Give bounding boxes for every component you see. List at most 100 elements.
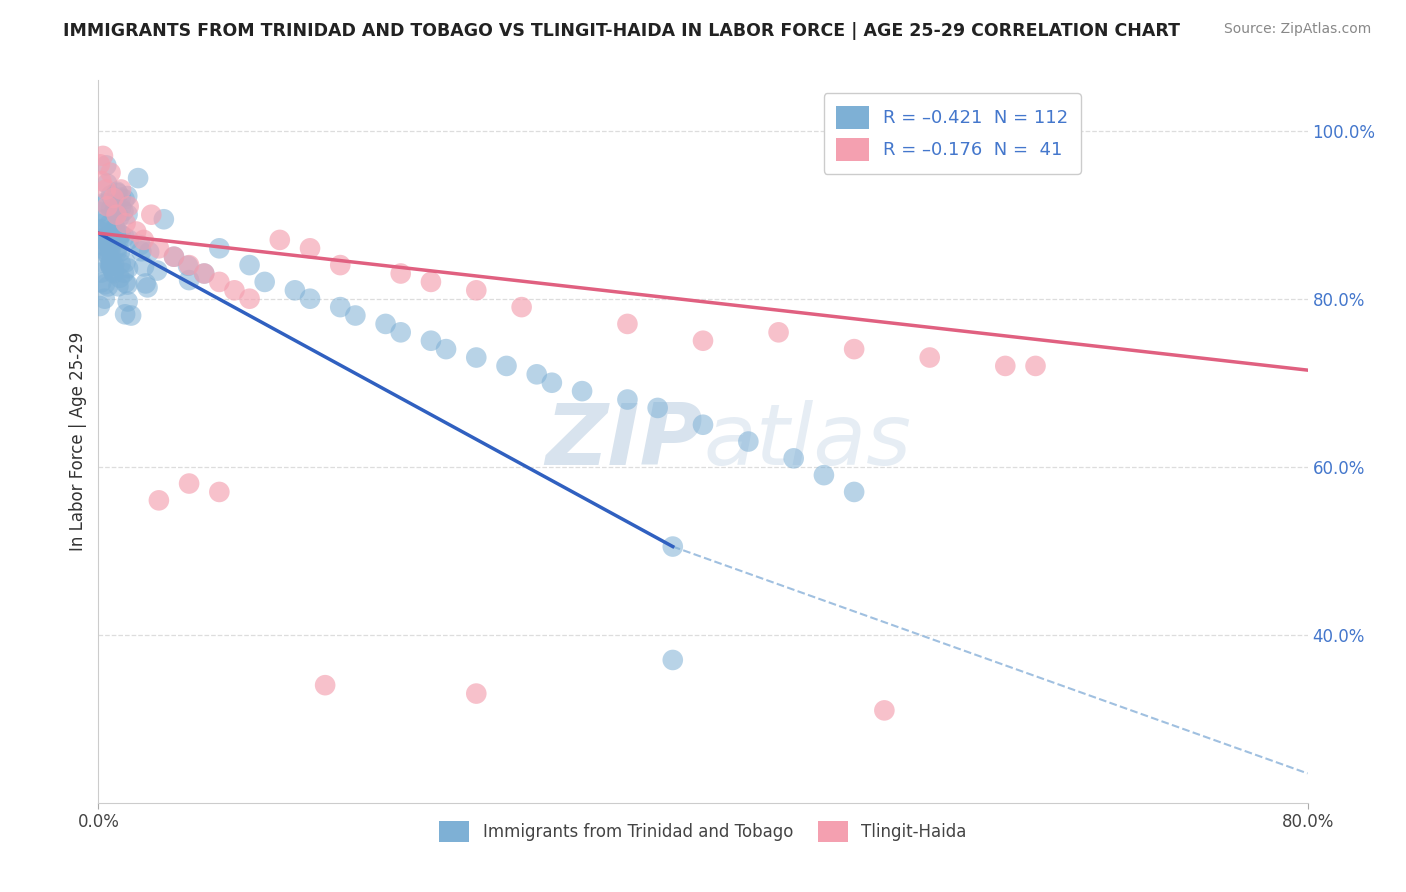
Point bbox=[112, 204, 135, 219]
Point bbox=[737, 434, 759, 449]
Point bbox=[110, 191, 132, 205]
Point bbox=[94, 182, 117, 196]
Point bbox=[108, 232, 131, 246]
Point bbox=[269, 233, 291, 247]
Point bbox=[108, 210, 131, 224]
Point bbox=[105, 207, 128, 221]
Point bbox=[110, 227, 132, 242]
Point bbox=[90, 232, 112, 246]
Point bbox=[131, 244, 153, 259]
Point bbox=[100, 202, 122, 216]
Point bbox=[329, 300, 352, 314]
Point bbox=[110, 227, 132, 242]
Point bbox=[110, 182, 132, 196]
Point bbox=[100, 233, 122, 247]
Point bbox=[91, 255, 114, 269]
Point bbox=[138, 244, 160, 259]
Text: IMMIGRANTS FROM TRINIDAD AND TOBAGO VS TLINGIT-HAIDA IN LABOR FORCE | AGE 25-29 : IMMIGRANTS FROM TRINIDAD AND TOBAGO VS T… bbox=[63, 22, 1180, 40]
Point bbox=[105, 244, 128, 259]
Point bbox=[100, 244, 122, 258]
Point bbox=[97, 229, 120, 244]
Point bbox=[89, 204, 111, 219]
Point bbox=[97, 248, 120, 262]
Point bbox=[100, 260, 122, 274]
Point bbox=[344, 309, 367, 323]
Point bbox=[118, 233, 141, 247]
Point bbox=[465, 351, 488, 365]
Point bbox=[661, 540, 683, 554]
Point bbox=[420, 334, 443, 348]
Point bbox=[110, 257, 132, 271]
Point bbox=[783, 451, 806, 466]
Point bbox=[118, 199, 141, 213]
Point bbox=[132, 260, 155, 274]
Point bbox=[100, 260, 122, 274]
Point bbox=[114, 216, 136, 230]
Point bbox=[571, 384, 593, 398]
Point bbox=[93, 232, 115, 246]
Point bbox=[148, 493, 170, 508]
Point bbox=[96, 235, 118, 250]
Point bbox=[148, 241, 170, 255]
Point bbox=[89, 157, 111, 171]
Point bbox=[96, 235, 118, 250]
Point bbox=[768, 326, 790, 340]
Point bbox=[87, 223, 110, 237]
Point bbox=[103, 262, 125, 277]
Point bbox=[112, 230, 135, 244]
Point bbox=[114, 307, 136, 321]
Point bbox=[692, 417, 714, 432]
Point bbox=[114, 192, 136, 206]
Point bbox=[117, 261, 139, 276]
Point bbox=[104, 203, 127, 218]
Point bbox=[132, 233, 155, 247]
Point bbox=[163, 250, 186, 264]
Point bbox=[253, 275, 276, 289]
Point bbox=[100, 188, 122, 202]
Point bbox=[994, 359, 1017, 373]
Point bbox=[94, 196, 117, 211]
Point bbox=[873, 703, 896, 717]
Point bbox=[117, 294, 139, 309]
Point bbox=[661, 653, 683, 667]
Y-axis label: In Labor Force | Age 25-29: In Labor Force | Age 25-29 bbox=[69, 332, 87, 551]
Point bbox=[284, 283, 307, 297]
Point bbox=[495, 359, 517, 373]
Point bbox=[374, 317, 396, 331]
Point bbox=[96, 229, 118, 244]
Point bbox=[129, 238, 152, 252]
Point bbox=[224, 283, 246, 297]
Point bbox=[90, 276, 112, 290]
Point bbox=[93, 195, 115, 210]
Point bbox=[96, 177, 118, 191]
Point bbox=[526, 368, 548, 382]
Point bbox=[510, 300, 533, 314]
Point bbox=[389, 267, 412, 281]
Point bbox=[141, 208, 163, 222]
Point bbox=[94, 277, 117, 292]
Point bbox=[98, 217, 121, 231]
Point bbox=[117, 277, 139, 292]
Point bbox=[100, 256, 122, 270]
Point bbox=[177, 259, 200, 273]
Point bbox=[91, 242, 114, 256]
Point bbox=[98, 257, 121, 271]
Point bbox=[96, 199, 118, 213]
Text: Source: ZipAtlas.com: Source: ZipAtlas.com bbox=[1223, 22, 1371, 37]
Point bbox=[90, 222, 112, 236]
Point bbox=[94, 292, 117, 306]
Point bbox=[153, 212, 176, 227]
Point bbox=[918, 351, 941, 365]
Text: atlas: atlas bbox=[703, 400, 911, 483]
Point bbox=[844, 485, 866, 500]
Text: ZIP: ZIP bbox=[546, 400, 703, 483]
Point bbox=[146, 263, 169, 277]
Point bbox=[103, 266, 125, 280]
Point bbox=[389, 326, 412, 340]
Point bbox=[90, 174, 112, 188]
Point bbox=[96, 246, 118, 260]
Point bbox=[104, 221, 127, 235]
Point bbox=[103, 264, 125, 278]
Point bbox=[434, 342, 457, 356]
Point bbox=[114, 276, 136, 290]
